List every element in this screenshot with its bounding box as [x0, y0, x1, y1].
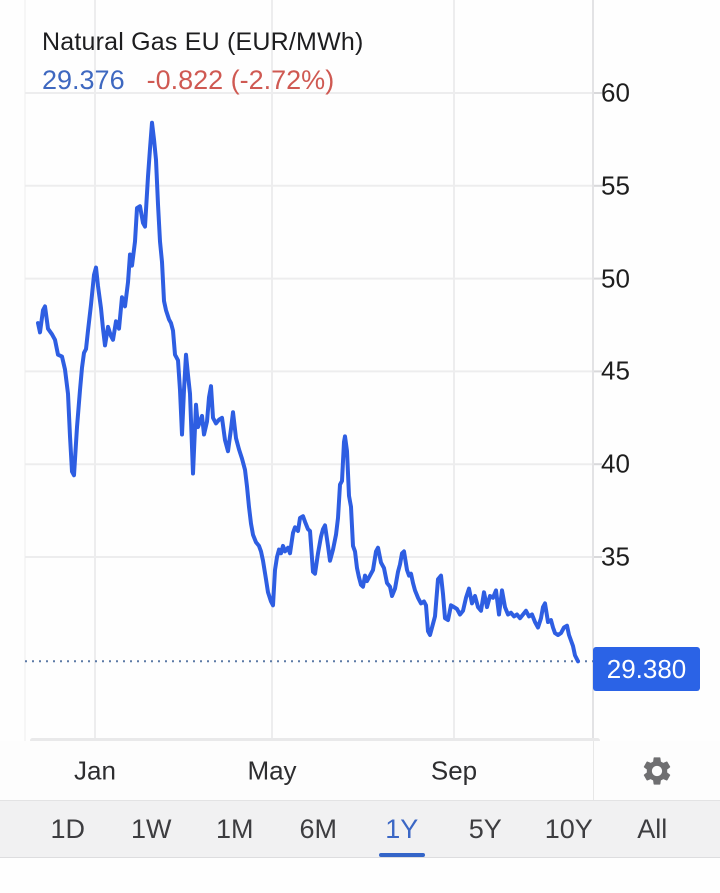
price-line-series: [36, 120, 580, 664]
x-axis-month-label: Jan: [74, 755, 116, 785]
range-button-1m[interactable]: 1M: [209, 801, 261, 857]
range-button-1d[interactable]: 1D: [42, 801, 94, 857]
chart-header: Natural Gas EU (EUR/MWh) 29.376 -0.822 (-…: [42, 28, 364, 96]
range-button-label: 6M: [299, 813, 337, 844]
last-price-value: 29.376: [42, 65, 125, 95]
x-axis-month-label: May: [247, 755, 297, 785]
range-button-1y[interactable]: 1Y: [376, 801, 428, 857]
range-button-label: 1W: [131, 813, 172, 844]
range-button-label: 1D: [50, 813, 85, 844]
range-button-5y[interactable]: 5Y: [459, 801, 511, 857]
range-button-1w[interactable]: 1W: [125, 801, 177, 857]
chart-canvas[interactable]: [0, 0, 720, 741]
time-range-bar: 1D 1W 1M 6M 1Y 5Y 10Y All: [0, 800, 720, 858]
y-axis-tick-label: 60: [601, 77, 630, 108]
y-axis-tick-label: 50: [601, 263, 630, 294]
x-axis-month-label: Sep: [430, 755, 478, 785]
active-range-underline: [378, 853, 425, 857]
x-axis-line: [30, 738, 600, 743]
y-axis-tick-label: 55: [601, 170, 630, 201]
y-axis-tick-label: 35: [601, 541, 630, 572]
range-button-label: 5Y: [468, 813, 502, 844]
symbol-title: Natural Gas EU (EUR/MWh): [42, 28, 364, 56]
y-axis-tick-label: 40: [601, 448, 630, 479]
x-axis-strip: Jan May Sep: [0, 741, 720, 800]
range-button-6m[interactable]: 6M: [292, 801, 344, 857]
gridlines: [24, 0, 602, 741]
range-button-label: 1M: [215, 813, 254, 844]
chart-settings-button[interactable]: [593, 741, 720, 800]
range-button-10y[interactable]: 10Y: [543, 801, 595, 857]
settings-gear-icon: [643, 756, 671, 785]
last-price-axis-tag: 29.380: [593, 647, 700, 691]
price-change-value: -0.822 (-2.72%): [146, 65, 335, 95]
y-axis-tick-label: 45: [601, 355, 630, 386]
range-button-label: All: [637, 813, 668, 844]
footer-space: [0, 858, 720, 893]
range-button-label: 10Y: [544, 813, 593, 844]
price-chart[interactable]: Natural Gas EU (EUR/MWh) 29.376 -0.822 (-…: [0, 0, 720, 743]
range-button-label: 1Y: [385, 813, 419, 844]
range-button-all[interactable]: All: [626, 801, 678, 857]
